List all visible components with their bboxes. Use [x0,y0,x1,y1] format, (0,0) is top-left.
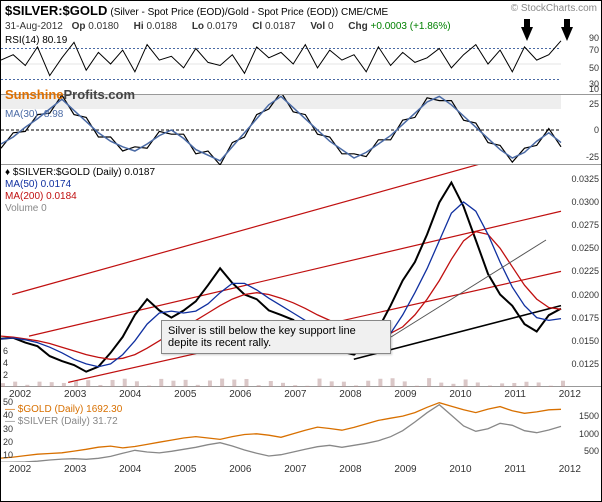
sunshine-logo: SunshineProfits.com [5,87,135,102]
bottom-panel: — $GOLD (Daily) 1692.30 — $SILVER (Daily… [1,402,601,462]
chart-desc: (Silver - Spot Price (EOD)/Gold - Spot P… [110,7,388,18]
x-axis-years-bottom: 2002200320042005200620072008200920102011… [1,462,601,477]
chart-symbol: $SILVER:$GOLD [5,3,107,18]
arrow-marker-icon [561,27,573,41]
data-line: 31-Aug-2012 Op 0.0180 Hi 0.0188 Lo 0.017… [1,20,601,33]
ma30-panel: SunshineProfits.com MA(30) -8.98 25 0 -2… [1,95,601,165]
annotation-callout: Silver is still below the key support li… [161,320,391,354]
arrow-marker-icon [521,27,533,41]
x-axis-years: 2002200320042005200620072008200920102011… [1,387,601,402]
credit: © StockCharts.com [511,3,597,18]
rsi-panel: RSI(14) 80.19 90 70 50 30 10 [1,33,601,95]
main-panel: ♦ $SILVER:$GOLD (Daily) 0.0187 MA(50) 0.… [1,165,601,387]
